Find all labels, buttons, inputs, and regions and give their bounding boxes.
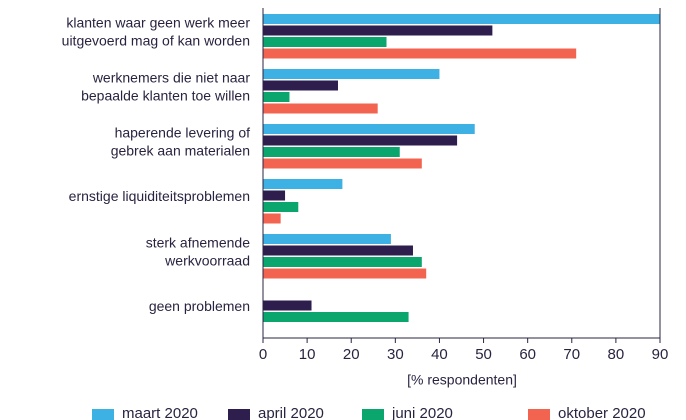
y-tick-label: werknemers die niet naar bepaalde klanten… <box>81 69 250 103</box>
legend-label: oktober 2020 <box>558 405 646 420</box>
y-tick-label: haperende levering of gebrek aan material… <box>111 124 250 158</box>
legend-swatch <box>362 409 384 420</box>
x-tick-label: 50 <box>475 346 492 363</box>
bar <box>263 37 387 47</box>
y-tick-label: ernstige liquiditeitsproblemen <box>69 188 250 204</box>
y-tick-label: sterk afnemende werkvoorraad <box>146 234 250 268</box>
bar <box>263 213 281 224</box>
legend-swatch <box>528 409 550 420</box>
bar <box>263 80 338 91</box>
bar <box>263 48 577 59</box>
x-tick-label: 40 <box>431 346 448 363</box>
bar <box>263 14 660 24</box>
bar <box>263 179 343 189</box>
legend-swatch <box>92 409 114 420</box>
bar <box>263 300 312 311</box>
bar <box>263 234 391 244</box>
x-tick-label: 30 <box>387 346 404 363</box>
legend-label: juni 2020 <box>391 405 453 420</box>
bar <box>263 190 286 201</box>
bar <box>263 268 427 279</box>
x-tick-label: 60 <box>519 346 536 363</box>
legend-label: maart 2020 <box>122 405 198 420</box>
x-tick-label: 20 <box>343 346 360 363</box>
legend-swatch <box>228 409 250 420</box>
legend-label: april 2020 <box>258 405 324 420</box>
x-tick-label: 70 <box>563 346 580 363</box>
bar <box>263 147 400 157</box>
bar <box>263 158 422 169</box>
bar <box>263 25 493 36</box>
bar <box>263 124 475 134</box>
x-tick-label: 90 <box>652 346 669 363</box>
x-tick-label: 80 <box>608 346 625 363</box>
x-axis-label: [% respondenten] <box>407 372 517 388</box>
bar <box>263 257 422 267</box>
x-tick-label: 0 <box>259 346 267 363</box>
bar <box>263 92 290 102</box>
y-tick-label: klanten waar geen werk meer uitgevoerd ma… <box>62 14 251 48</box>
bar <box>263 103 378 114</box>
bar <box>263 135 458 146</box>
bar <box>263 69 440 79</box>
y-tick-label: geen problemen <box>149 298 250 314</box>
bar <box>263 202 299 212</box>
x-tick-label: 10 <box>299 346 316 363</box>
bar <box>263 312 409 322</box>
bar <box>263 245 413 256</box>
